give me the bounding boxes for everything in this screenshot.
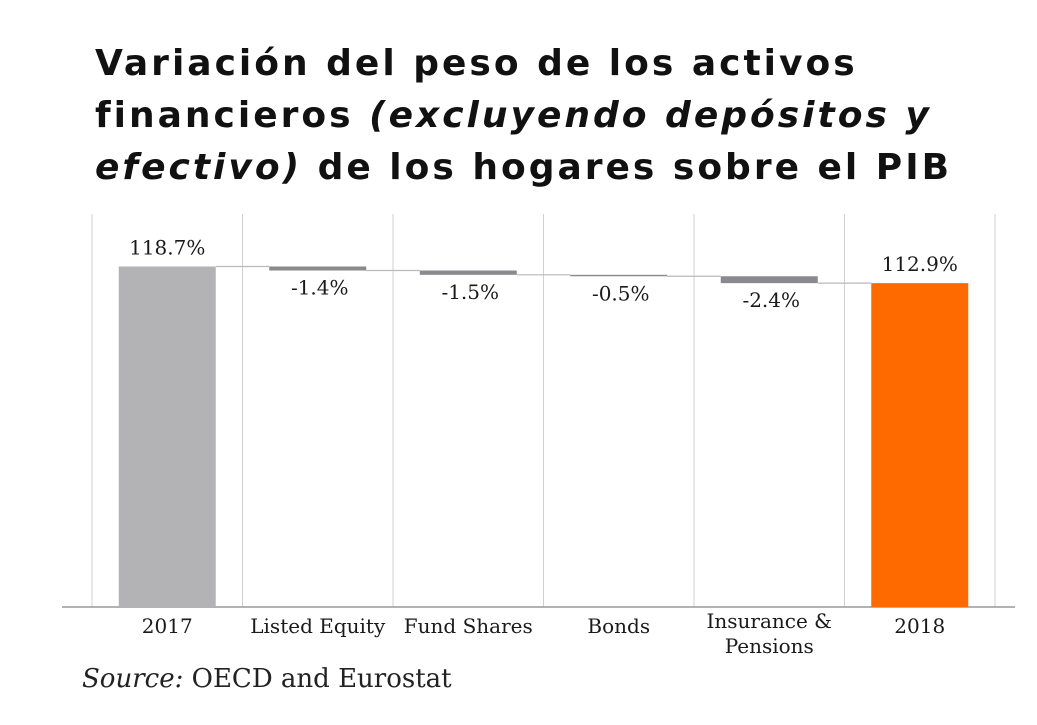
data-label: -1.4% xyxy=(291,276,349,300)
bar-total xyxy=(118,266,216,607)
title-italic-2: efectivo) xyxy=(95,147,303,188)
bar-delta xyxy=(269,266,367,271)
bar-delta xyxy=(419,270,517,275)
data-label: -2.4% xyxy=(742,288,800,312)
x-tick-label: Fund Shares xyxy=(404,614,533,638)
title-line-2: financieros xyxy=(95,95,370,136)
title-italic-1: (excluyendo depósitos y xyxy=(369,95,932,136)
data-label: 112.9% xyxy=(882,252,958,276)
x-tick-label-line: Fund Shares xyxy=(404,614,533,638)
bar-delta xyxy=(720,276,818,284)
data-label: -1.5% xyxy=(441,280,499,304)
x-tick-label: Listed Equity xyxy=(250,614,386,638)
x-tick-label-line: Insurance & xyxy=(707,609,833,633)
x-tick-label-line: Bonds xyxy=(587,614,650,638)
source-note: Source: OECD and Eurostat xyxy=(82,664,452,694)
x-tick-label-line: 2018 xyxy=(894,614,945,638)
x-tick-label: 2017 xyxy=(142,614,193,638)
source-label: Source: xyxy=(82,664,184,694)
chart-title: Variación del peso de los activos financ… xyxy=(95,38,1015,194)
title-line-3: de los hogares sobre el PIB xyxy=(302,147,953,188)
x-tick-label-line: 2017 xyxy=(142,614,193,638)
title-line-1: Variación del peso de los activos xyxy=(95,43,858,84)
waterfall-chart: 118.7% -1.4% -1.5% -0.5% -2.4% 112.9% 2017 List… xyxy=(62,214,1015,658)
x-tick-label: 2018 xyxy=(894,614,945,638)
data-label: 118.7% xyxy=(129,236,205,260)
bar-total xyxy=(871,283,969,607)
data-label: -0.5% xyxy=(592,281,650,305)
x-tick-label-line: Pensions xyxy=(725,634,814,658)
x-tick-label: Insurance & Pensions xyxy=(707,609,833,658)
x-tick-label: Bonds xyxy=(587,614,650,638)
bar-delta xyxy=(570,274,668,277)
x-tick-label-line: Listed Equity xyxy=(250,614,386,638)
source-text: OECD and Eurostat xyxy=(183,664,452,694)
